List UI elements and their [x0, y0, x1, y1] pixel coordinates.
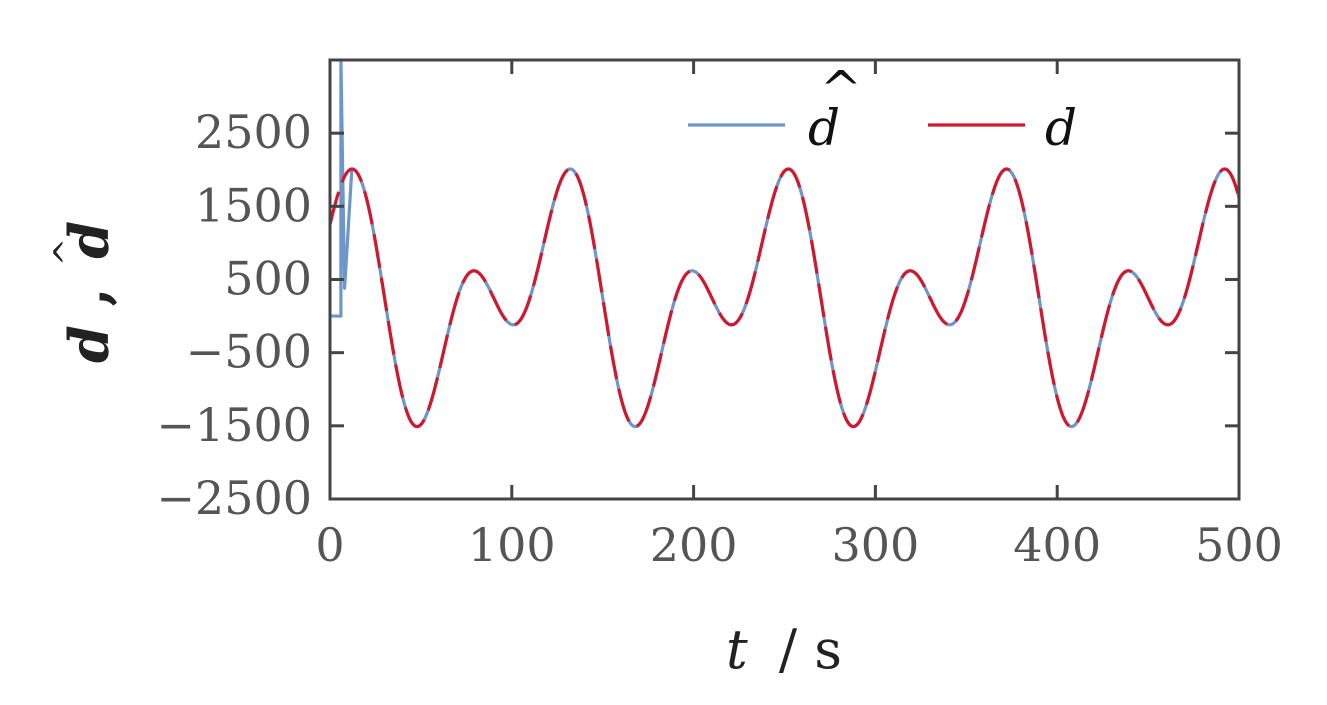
x-axis-label-var: t [726, 618, 748, 681]
y-tick-label: 500 [224, 252, 312, 306]
y-axis-label-var1: d [57, 325, 121, 363]
x-tick-label: 100 [468, 518, 556, 572]
y-axis-label-var2: d [57, 221, 121, 259]
x-tick-label: 300 [831, 518, 919, 572]
series-line-d [330, 167, 1239, 429]
x-tick-label: 0 [315, 518, 344, 572]
series-layer [330, 60, 1239, 429]
y-axis-label: d , d ^ [47, 221, 121, 363]
x-tick-label: 200 [650, 518, 738, 572]
y-axis-label-hat: ^ [47, 238, 87, 267]
x-tick-label: 500 [1195, 518, 1283, 572]
legend: ^ d d [688, 60, 1077, 157]
y-tick-label: −1500 [156, 398, 312, 452]
series-line-d-hat [330, 60, 1239, 429]
y-tick-label: −2500 [156, 471, 312, 525]
svg-text:d , d: d , d [57, 221, 121, 363]
legend-label-d-hat: d [808, 99, 840, 157]
x-axis-label: t / s [726, 618, 842, 681]
x-axis-label-unit: / s [779, 618, 842, 681]
y-tick-label: −500 [186, 325, 312, 379]
svg-text:t / s: t / s [726, 618, 842, 681]
y-axis: −2500 −1500 −500 500 1500 2500 [156, 105, 1239, 525]
legend-label-d: d [1045, 99, 1077, 157]
x-axis: 0 100 200 300 400 500 [315, 60, 1283, 572]
y-tick-label: 2500 [195, 105, 312, 159]
legend-hat-d-hat: ^ [820, 60, 862, 118]
y-tick-label: 1500 [195, 178, 312, 232]
x-tick-label: 400 [1013, 518, 1101, 572]
y-axis-label-sep: , [57, 288, 121, 307]
